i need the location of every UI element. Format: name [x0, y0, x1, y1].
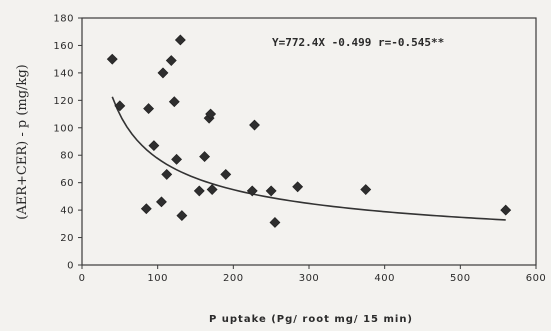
data-point — [168, 96, 180, 108]
fit-annotation: Y=772.4X -0.499 r=-0.545** — [272, 36, 444, 49]
y-tick-label: 100 — [53, 123, 74, 134]
data-point — [206, 184, 218, 195]
x-tick-label: 200 — [223, 273, 244, 284]
y-tick-label: 20 — [60, 233, 74, 244]
data-point — [171, 153, 183, 165]
data-point — [220, 169, 232, 180]
y-tick-label: 180 — [53, 14, 74, 25]
y-tick-label: 40 — [60, 206, 74, 217]
data-point — [143, 103, 155, 114]
data-point — [269, 217, 281, 228]
data-point — [246, 185, 258, 197]
y-tick-label: 0 — [67, 261, 74, 272]
y-tick-label: 60 — [60, 178, 74, 189]
y-tick-label: 140 — [53, 68, 74, 79]
data-point — [292, 181, 304, 193]
x-tick-label: 500 — [450, 273, 471, 284]
data-point — [165, 55, 177, 66]
data-point — [249, 119, 260, 131]
data-point — [140, 203, 152, 215]
data-point — [174, 34, 186, 46]
y-tick-label: 160 — [53, 41, 74, 52]
data-point — [148, 140, 160, 152]
x-tick-label: 300 — [299, 273, 320, 284]
x-tick-label: 600 — [526, 273, 547, 284]
data-point — [360, 184, 372, 195]
data-point — [161, 169, 173, 180]
data-point — [157, 67, 169, 79]
y-axis-label: (AER+CER) - p (mg/kg) — [15, 64, 30, 219]
data-point — [199, 151, 211, 163]
data-point — [114, 100, 126, 112]
data-point — [205, 108, 217, 120]
data-point — [156, 196, 167, 208]
data-point — [265, 185, 277, 197]
x-tick-label: 400 — [374, 273, 395, 284]
x-tick-label: 100 — [147, 273, 168, 284]
fit-curve — [111, 96, 506, 221]
data-point — [193, 185, 205, 197]
data-point — [106, 53, 118, 65]
y-tick-label: 120 — [53, 96, 74, 107]
data-point — [500, 204, 512, 216]
y-tick-label: 80 — [60, 151, 74, 162]
x-tick-label: 0 — [79, 273, 86, 284]
x-axis-label: P uptake (Pg/ root mg/ 15 min) — [209, 314, 413, 325]
data-point — [176, 210, 188, 222]
plot-frame — [81, 17, 537, 266]
